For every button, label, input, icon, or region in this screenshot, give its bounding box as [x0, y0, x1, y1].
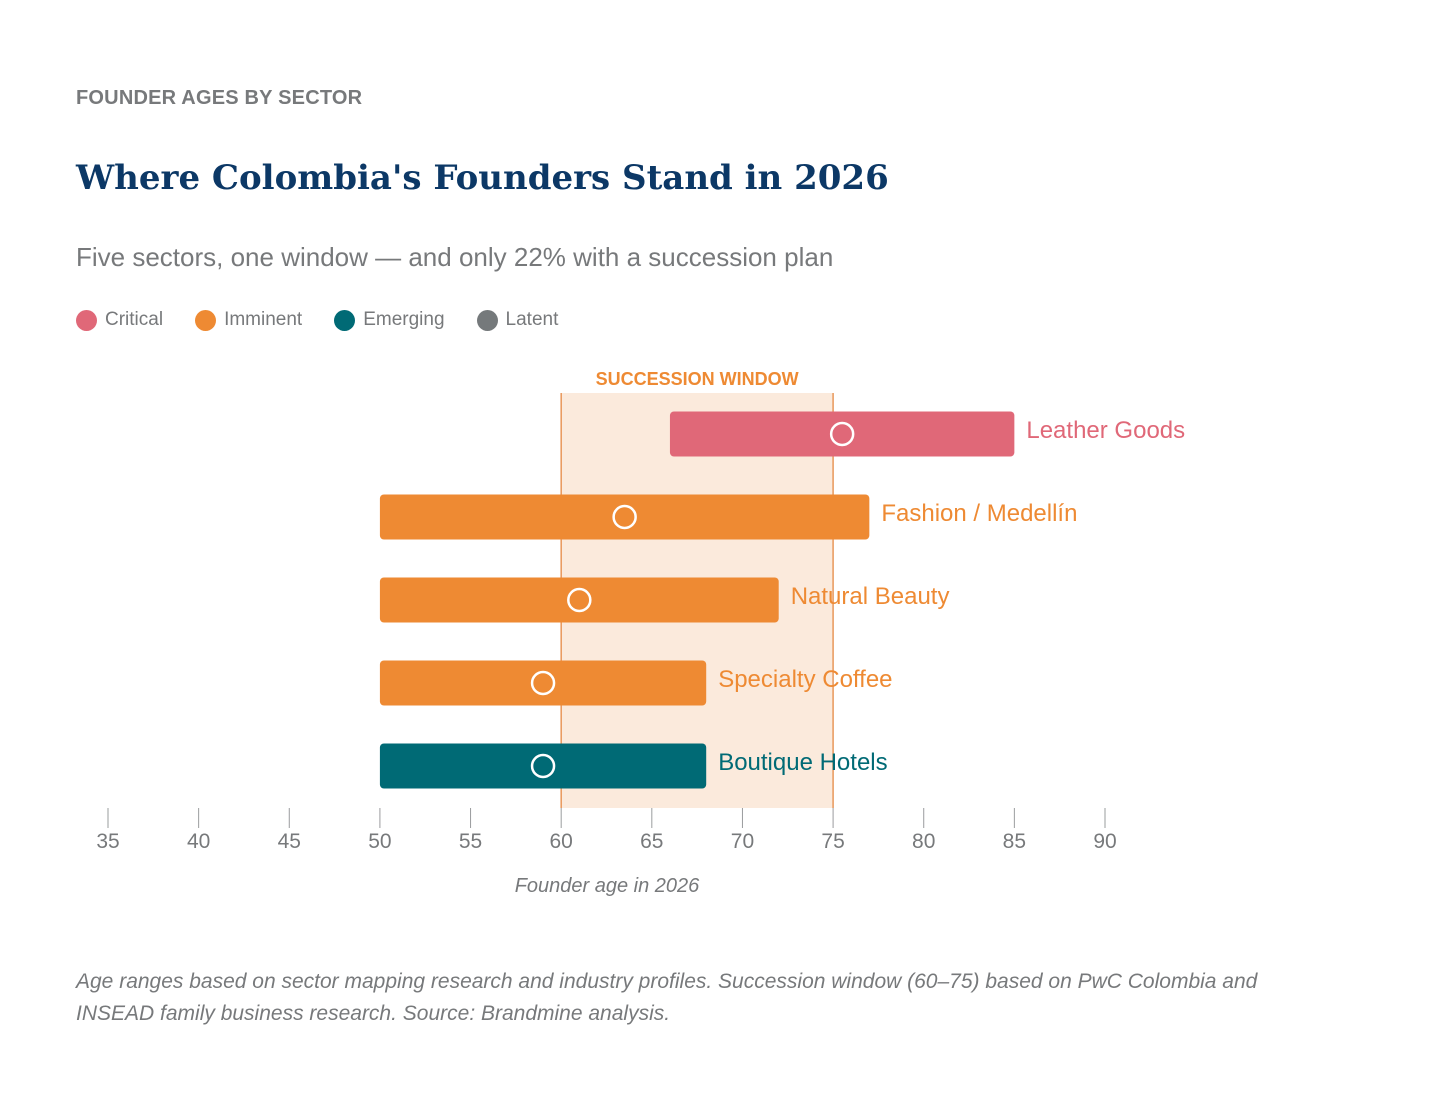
median-marker [567, 587, 592, 613]
chart-subtitle: Five sectors, one window — and only 22% … [76, 242, 834, 272]
legend-label: Emerging [363, 309, 445, 330]
sector-label: Specialty Coffee [718, 666, 892, 693]
chart-eyebrow: FOUNDER AGES BY SECTOR [76, 87, 363, 109]
legend-dot-icon [76, 309, 97, 331]
legend-label: Imminent [224, 309, 303, 330]
legend-item-emerging: Emerging [334, 309, 445, 331]
median-marker [829, 421, 855, 447]
sector-label: Fashion / Medellín [881, 500, 1077, 527]
chart-title: Where Colombia's Founders Stand in 2026 [76, 158, 889, 198]
footnote: Age ranges based on sector mapping resea… [76, 970, 1258, 1025]
succession-window-label: SUCCESSION WINDOW [596, 369, 799, 389]
legend-item-imminent: Imminent [195, 309, 302, 331]
sector-label: Leather Goods [1026, 417, 1185, 444]
legend-item-latent: Latent [476, 309, 559, 331]
legend-dot-icon [334, 309, 356, 331]
legend-dot-icon [476, 309, 498, 331]
legend: Critical Imminent Emerging Latent [76, 309, 558, 331]
x-tick-label: 50 [368, 830, 391, 853]
x-tick-label: 80 [912, 830, 935, 853]
x-tick-label: 70 [731, 830, 754, 853]
x-tick-label: 60 [550, 830, 573, 853]
sector-label: Boutique Hotels [718, 749, 887, 776]
x-tick-label: 85 [1003, 830, 1026, 853]
x-tick-label: 45 [278, 830, 301, 853]
median-marker [612, 504, 637, 530]
range-bar [379, 660, 707, 706]
legend-dot-icon [195, 309, 217, 331]
x-tick-label: 90 [1093, 830, 1116, 853]
x-tick-label: 75 [821, 830, 844, 853]
range-bar [669, 411, 1015, 457]
legend-label: Latent [505, 309, 559, 330]
x-tick-label: 55 [459, 830, 482, 853]
x-tick-label: 65 [640, 830, 663, 853]
legend-item-critical: Critical [76, 309, 163, 331]
range-bar [379, 577, 779, 623]
range-bar [379, 494, 870, 540]
x-axis-label: Founder age in 2026 [515, 875, 700, 897]
x-tick-label: 35 [96, 830, 119, 853]
median-marker [530, 670, 556, 696]
legend-label: Critical [105, 309, 164, 330]
median-marker [530, 753, 556, 779]
range-bar [379, 743, 707, 789]
sector-label: Natural Beauty [791, 583, 950, 610]
x-tick-label: 40 [187, 830, 210, 853]
